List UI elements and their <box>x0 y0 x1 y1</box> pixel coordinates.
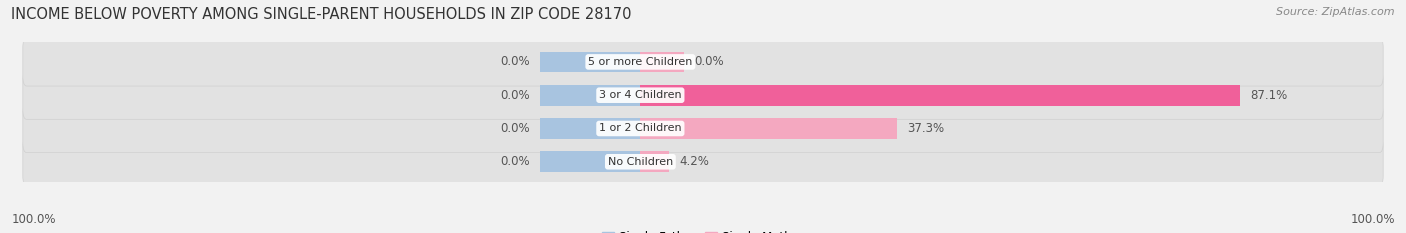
Bar <box>640 151 669 172</box>
Text: 0.0%: 0.0% <box>501 55 530 69</box>
Bar <box>640 51 685 72</box>
Text: 100.0%: 100.0% <box>1350 213 1395 226</box>
FancyBboxPatch shape <box>22 38 1384 86</box>
Text: 0.0%: 0.0% <box>501 89 530 102</box>
Text: 0.0%: 0.0% <box>501 155 530 168</box>
Text: INCOME BELOW POVERTY AMONG SINGLE-PARENT HOUSEHOLDS IN ZIP CODE 28170: INCOME BELOW POVERTY AMONG SINGLE-PARENT… <box>11 7 631 22</box>
Text: 3 or 4 Children: 3 or 4 Children <box>599 90 682 100</box>
FancyBboxPatch shape <box>22 104 1384 153</box>
FancyBboxPatch shape <box>22 71 1384 119</box>
FancyBboxPatch shape <box>22 138 1384 186</box>
Bar <box>640 118 897 139</box>
Text: 0.0%: 0.0% <box>695 55 724 69</box>
Text: 1 or 2 Children: 1 or 2 Children <box>599 123 682 134</box>
Text: 100.0%: 100.0% <box>11 213 56 226</box>
Text: 0.0%: 0.0% <box>501 122 530 135</box>
Bar <box>540 151 640 172</box>
Text: 4.2%: 4.2% <box>679 155 709 168</box>
Bar <box>540 85 640 106</box>
Bar <box>540 51 640 72</box>
Text: 37.3%: 37.3% <box>907 122 945 135</box>
Text: 87.1%: 87.1% <box>1250 89 1288 102</box>
Legend: Single Father, Single Mother: Single Father, Single Mother <box>598 226 808 233</box>
Text: Source: ZipAtlas.com: Source: ZipAtlas.com <box>1277 7 1395 17</box>
Bar <box>640 85 1240 106</box>
Bar <box>540 118 640 139</box>
Text: 5 or more Children: 5 or more Children <box>588 57 693 67</box>
Text: No Children: No Children <box>607 157 673 167</box>
